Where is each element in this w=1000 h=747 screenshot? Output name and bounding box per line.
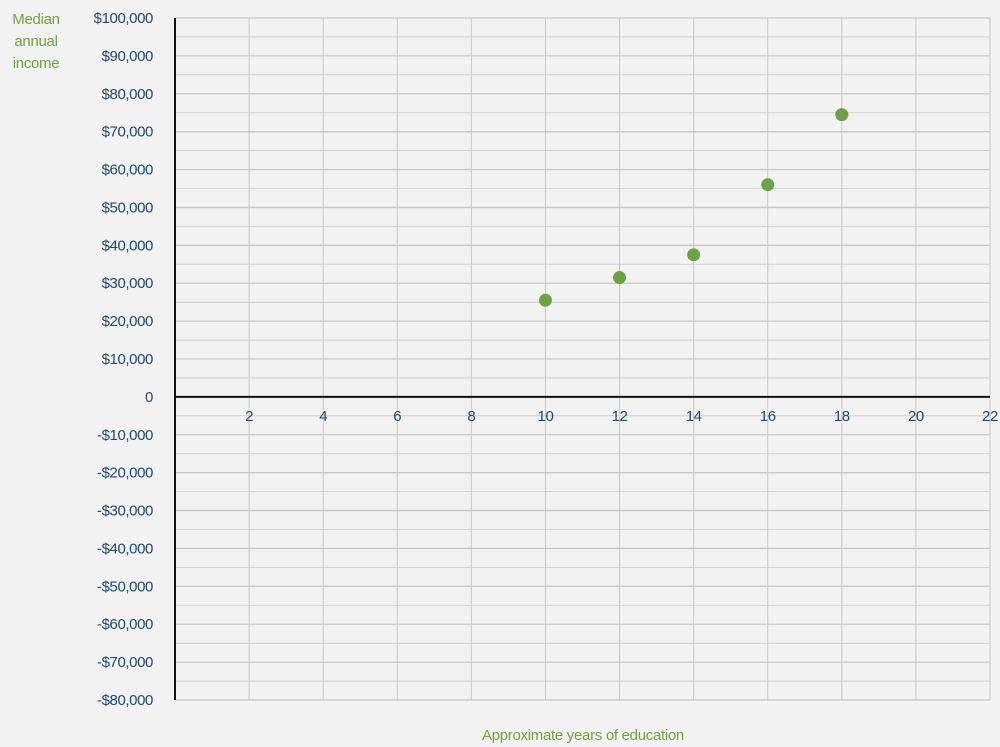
data-point [761,178,775,192]
x-tick-label: 10 [538,408,554,425]
x-tick-label: 22 [982,408,998,425]
x-axis-label: Approximate years of education [482,727,684,744]
y-axis-label-line: income [13,55,60,72]
y-tick-label: 0 [145,389,153,406]
x-tick-label: 14 [686,408,702,425]
x-tick-label: 8 [467,408,475,425]
x-tick-labels: 2 4 6 8 10 12 14 16 18 20 22 [245,408,998,425]
data-point [613,271,627,285]
x-tick-label: 12 [612,408,628,425]
y-axis-label-line: annual [14,33,57,50]
y-tick-label: -$50,000 [97,578,153,595]
y-tick-label: -$10,000 [97,427,153,444]
y-axis-label-line: Median [12,11,59,28]
y-tick-label: $40,000 [102,237,153,254]
y-tick-label: -$40,000 [97,540,153,557]
data-point [538,293,552,307]
y-tick-label: -$20,000 [97,465,153,482]
data-point [687,248,701,262]
x-tick-label: 16 [760,408,776,425]
y-tick-label: -$80,000 [97,692,153,709]
x-tick-label: 6 [393,408,401,425]
y-axis-label: Median annual income [12,11,59,72]
y-tick-label: -$70,000 [97,654,153,671]
data-point [835,108,849,122]
y-tick-label: $50,000 [102,199,153,216]
y-tick-label: $100,000 [94,10,153,27]
x-tick-label: 4 [319,408,327,425]
y-tick-label: -$30,000 [97,503,153,520]
y-tick-label: $70,000 [102,124,153,141]
y-tick-label: $10,000 [102,351,153,368]
x-tick-label: 20 [908,408,924,425]
y-tick-label: $90,000 [102,48,153,65]
axes [174,18,990,700]
y-tick-label: $80,000 [102,86,153,103]
y-tick-label: $20,000 [102,313,153,330]
y-tick-label: $30,000 [102,275,153,292]
x-tick-label: 18 [834,408,850,425]
data-points [538,108,849,307]
grid [175,17,991,701]
y-tick-label: $60,000 [102,162,153,179]
x-tick-label: 2 [245,408,253,425]
y-tick-labels: $100,000 $90,000 $80,000 $70,000 $60,000 $50,… [94,10,154,709]
y-tick-label: -$60,000 [97,616,153,633]
